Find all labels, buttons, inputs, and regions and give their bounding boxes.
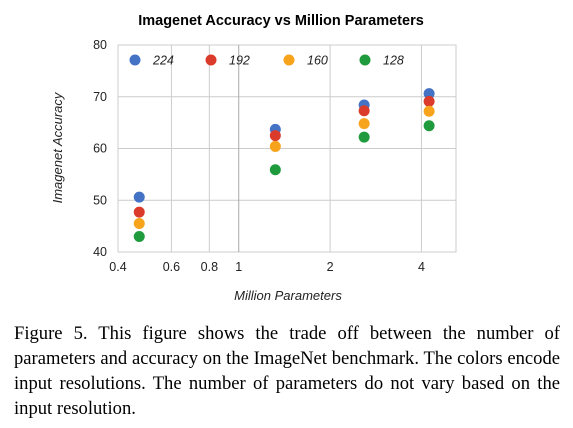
x-tick-label: 0.8 <box>201 260 218 274</box>
data-point <box>423 120 435 132</box>
data-point <box>423 105 435 117</box>
grid-lines <box>117 44 456 253</box>
legend-label: 192 <box>229 54 250 68</box>
x-tick-label: 0.4 <box>109 260 126 274</box>
legend-marker <box>129 54 141 66</box>
x-tick-label: 4 <box>418 260 425 274</box>
x-tick-label: 1 <box>235 260 242 274</box>
y-tick-label: 70 <box>93 90 107 104</box>
data-point <box>423 88 435 100</box>
data-point <box>358 118 370 130</box>
x-axis-label: Million Parameters <box>234 288 342 303</box>
y-axis-label: Imagenet Accuracy <box>50 91 65 203</box>
y-tick-label: 60 <box>93 142 107 156</box>
legend: 224 192 160 128 <box>129 54 404 68</box>
y-tick-label: 40 <box>93 245 107 259</box>
scatter-chart: Imagenet Accuracy vs Million Parameters … <box>50 13 457 303</box>
data-point <box>133 218 145 230</box>
y-axis-ticks: 40 50 60 70 80 <box>93 38 107 259</box>
legend-label: 224 <box>152 54 174 68</box>
data-point <box>133 191 145 203</box>
legend-marker <box>283 54 295 66</box>
x-tick-label: 0.6 <box>163 260 180 274</box>
x-tick-label: 2 <box>327 260 334 274</box>
data-point <box>133 230 145 242</box>
data-point <box>269 140 281 152</box>
data-point <box>358 131 370 143</box>
data-point <box>133 206 145 218</box>
figure-caption: Figure 5. This figure shows the trade of… <box>14 323 560 419</box>
data-points <box>133 88 435 242</box>
legend-label: 128 <box>383 54 404 68</box>
y-tick-label: 50 <box>93 193 107 207</box>
data-point <box>269 130 281 142</box>
legend-marker <box>359 54 371 66</box>
y-tick-label: 80 <box>93 38 107 52</box>
data-point <box>269 164 281 176</box>
x-axis-ticks: 0.4 0.6 0.8 1 2 4 <box>109 260 425 274</box>
legend-marker <box>205 54 217 66</box>
data-point <box>423 95 435 107</box>
chart-title: Imagenet Accuracy vs Million Parameters <box>138 13 424 29</box>
data-point <box>358 105 370 117</box>
legend-label: 160 <box>307 54 328 68</box>
